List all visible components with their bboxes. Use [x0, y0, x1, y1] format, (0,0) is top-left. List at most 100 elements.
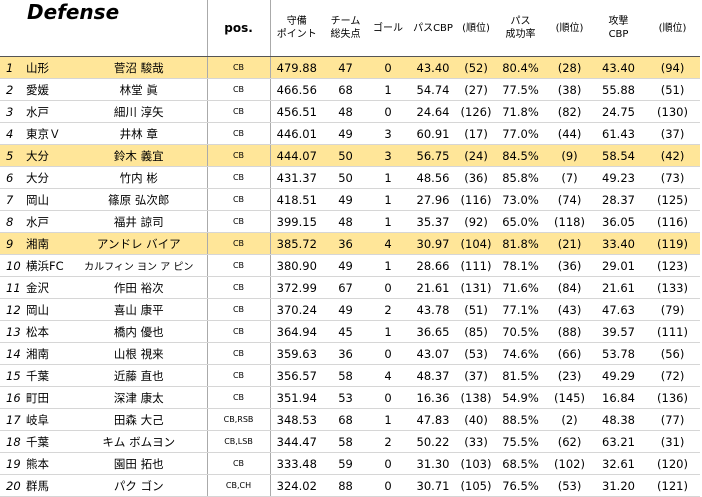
row-pass-success: 84.5% — [494, 144, 548, 167]
row-team: 湘南 — [23, 342, 71, 365]
table-row: 20 群馬 パク ゴン CB,CH 324.02 88 0 30.71 (105) 76.5% (5… — [0, 474, 701, 497]
row-position: CB — [206, 100, 271, 123]
row-goals: 0 — [368, 276, 409, 299]
row-position: CB — [206, 232, 271, 255]
row-pass-cbp-rank: (111) — [458, 254, 495, 277]
row-goals-against: 48 — [323, 210, 369, 233]
row-goals-against: 36 — [323, 232, 369, 255]
row-attack-cbp-rank: (125) — [645, 188, 701, 211]
row-attack-cbp-rank: (77) — [645, 408, 701, 431]
row-pass-success: 77.1% — [494, 298, 548, 321]
table-row: 12 岡山 喜山 康平 CB 370.24 49 2 43.78 (51) 77.1% (43) 47… — [0, 298, 701, 321]
row-pass-cbp-rank: (53) — [458, 342, 495, 365]
row-rank: 20 — [0, 474, 23, 497]
row-pass-success-rank: (28) — [547, 56, 593, 79]
row-goals: 0 — [368, 386, 409, 409]
row-defense-points: 466.56 — [270, 78, 324, 101]
header-pass-success-line1: パス — [510, 16, 531, 27]
row-pass-success-rank: (7) — [547, 166, 593, 189]
row-attack-cbp: 32.61 — [592, 452, 646, 475]
row-attack-cbp: 61.43 — [592, 122, 646, 145]
row-rank: 12 — [0, 298, 23, 321]
header-attack-cbp-line1: 攻撃 — [608, 16, 629, 27]
row-pass-success-rank: (74) — [547, 188, 593, 211]
row-player-name: 篠原 弘次郎 — [71, 188, 208, 211]
table-row: 3 水戸 細川 淳矢 CB 456.51 48 0 24.64 (126) 71.8% (82) 24… — [0, 100, 701, 123]
row-defense-points: 372.99 — [270, 276, 324, 299]
row-pass-success-rank: (2) — [547, 408, 593, 431]
row-pass-success-rank: (118) — [547, 210, 593, 233]
row-attack-cbp: 58.54 — [592, 144, 646, 167]
row-attack-cbp-rank: (79) — [645, 298, 701, 321]
row-goals: 0 — [368, 474, 409, 497]
row-team: 群馬 — [23, 474, 71, 497]
row-pass-success-rank: (145) — [547, 386, 593, 409]
table-body: 1 山形 菅沼 駿哉 CB 479.88 47 0 43.40 (52) 80.4% (28) 43.… — [0, 56, 701, 497]
row-pass-success: 65.0% — [494, 210, 548, 233]
row-pass-success: 77.5% — [494, 78, 548, 101]
row-goals: 0 — [368, 56, 409, 79]
row-position: CB — [206, 276, 271, 299]
row-goals-against: 49 — [323, 254, 369, 277]
row-attack-cbp-rank: (133) — [645, 276, 701, 299]
row-goals: 2 — [368, 430, 409, 453]
header-pass-cbp: パスCBP — [408, 0, 459, 57]
row-rank: 19 — [0, 452, 23, 475]
row-rank: 5 — [0, 144, 23, 167]
page-title: Defense — [0, 0, 208, 57]
row-pass-cbp-rank: (36) — [458, 166, 495, 189]
row-attack-cbp-rank: (37) — [645, 122, 701, 145]
row-pass-cbp-rank: (92) — [458, 210, 495, 233]
row-defense-points: 364.94 — [270, 320, 324, 343]
row-pass-cbp-rank: (51) — [458, 298, 495, 321]
row-pass-success: 77.0% — [494, 122, 548, 145]
row-team: 大分 — [23, 166, 71, 189]
row-pass-cbp-rank: (17) — [458, 122, 495, 145]
row-pass-cbp-rank: (40) — [458, 408, 495, 431]
row-pass-cbp-rank: (27) — [458, 78, 495, 101]
row-goals: 4 — [368, 232, 409, 255]
row-attack-cbp: 24.75 — [592, 100, 646, 123]
row-position: CB — [206, 122, 271, 145]
row-goals-against: 59 — [323, 452, 369, 475]
table-row: 9 湘南 アンドレ バイア CB 385.72 36 4 30.97 (104) 81.8% (21… — [0, 232, 701, 255]
row-goals-against: 58 — [323, 364, 369, 387]
row-goals: 0 — [368, 100, 409, 123]
row-pass-success-rank: (88) — [547, 320, 593, 343]
row-pass-cbp-rank: (104) — [458, 232, 495, 255]
row-position: CB — [206, 364, 271, 387]
row-attack-cbp-rank: (119) — [645, 232, 701, 255]
row-rank: 1 — [0, 56, 23, 79]
row-player-name: 菅沼 駿哉 — [71, 56, 208, 79]
row-pass-cbp: 43.07 — [408, 342, 459, 365]
header-goals-against-line1: チーム — [330, 16, 361, 27]
row-pass-cbp-rank: (116) — [458, 188, 495, 211]
row-rank: 8 — [0, 210, 23, 233]
row-goals: 3 — [368, 122, 409, 145]
header-row: Defense pos. 守備 ポイント チーム 総失点 ゴール パスCBP (順位… — [0, 0, 701, 57]
row-position: CB,CH — [206, 474, 271, 497]
row-attack-cbp: 39.57 — [592, 320, 646, 343]
row-pass-success: 81.5% — [494, 364, 548, 387]
row-pass-cbp: 30.71 — [408, 474, 459, 497]
row-pass-success-rank: (62) — [547, 430, 593, 453]
row-position: CB — [206, 452, 271, 475]
row-attack-cbp: 49.23 — [592, 166, 646, 189]
row-goals-against: 49 — [323, 122, 369, 145]
row-attack-cbp-rank: (130) — [645, 100, 701, 123]
row-goals: 3 — [368, 144, 409, 167]
row-pass-success-rank: (102) — [547, 452, 593, 475]
row-pass-cbp: 28.66 — [408, 254, 459, 277]
row-player-name: 園田 拓也 — [71, 452, 208, 475]
row-pass-success-rank: (36) — [547, 254, 593, 277]
row-team: 松本 — [23, 320, 71, 343]
row-rank: 4 — [0, 122, 23, 145]
row-goals: 1 — [368, 78, 409, 101]
row-team: 水戸 — [23, 100, 71, 123]
row-pass-success: 75.5% — [494, 430, 548, 453]
row-player-name: パク ゴン — [71, 474, 208, 497]
row-defense-points: 348.53 — [270, 408, 324, 431]
row-team: 町田 — [23, 386, 71, 409]
row-goals: 1 — [368, 408, 409, 431]
row-rank: 15 — [0, 364, 23, 387]
